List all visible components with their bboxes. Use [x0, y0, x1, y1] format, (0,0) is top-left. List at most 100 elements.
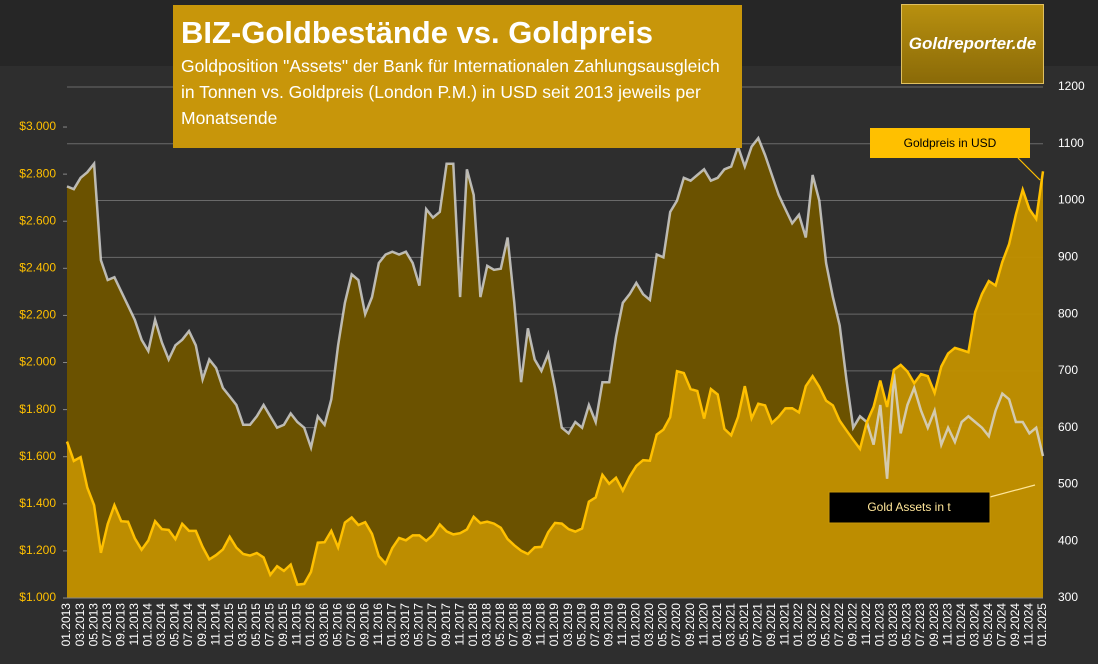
x-tick-label: 01.2022	[791, 603, 805, 647]
x-tick-label: 09.2022	[845, 603, 859, 647]
y2-tick-label: 1200	[1058, 79, 1085, 93]
x-tick-label: 03.2014	[154, 603, 168, 647]
x-tick-label: 01.2014	[140, 603, 154, 647]
x-tick-label: 07.2022	[832, 603, 846, 647]
x-tick-label: 05.2020	[656, 603, 670, 647]
x-tick-label: 09.2014	[195, 603, 209, 647]
x-tick-label: 03.2017	[398, 603, 412, 647]
x-tick-label: 03.2015	[235, 603, 249, 647]
x-tick-label: 11.2016	[371, 603, 385, 646]
x-tick-label: 11.2015	[290, 603, 304, 646]
x-tick-label: 01.2018	[466, 603, 480, 647]
x-tick-label: 01.2024	[954, 603, 968, 647]
y2-tick-label: 1000	[1058, 193, 1085, 207]
x-tick-label: 07.2024	[994, 603, 1008, 647]
x-tick-label: 09.2015	[276, 603, 290, 647]
y-tick-label: $2.000	[19, 355, 56, 369]
x-tick-label: 03.2024	[967, 603, 981, 647]
x-tick-label: 11.2022	[859, 603, 873, 646]
logo: Goldreporter.de	[901, 4, 1044, 84]
x-tick-label: 05.2018	[493, 603, 507, 647]
x-tick-label: 03.2021	[723, 603, 737, 647]
x-tick-label: 07.2014	[181, 603, 195, 647]
y-tick-label: $2.800	[19, 166, 56, 180]
x-tick-label: 03.2018	[479, 603, 493, 647]
x-tick-label: 11.2020	[696, 603, 710, 646]
y2-tick-label: 800	[1058, 306, 1078, 320]
x-tick-label: 09.2016	[357, 603, 371, 647]
x-tick-label: 11.2014	[208, 603, 222, 646]
x-tick-label: 01.2016	[303, 603, 317, 647]
annotation-box	[870, 128, 1030, 158]
x-tick-label: 09.2013	[113, 603, 127, 647]
y-tick-label: $1.600	[19, 449, 56, 463]
x-tick-label: 11.2023	[940, 603, 954, 646]
x-tick-label: 05.2024	[981, 603, 995, 647]
title-box: BIZ-Goldbestände vs. Goldpreis Goldposit…	[173, 5, 742, 148]
x-tick-label: 05.2014	[168, 603, 182, 647]
y-tick-label: $1.000	[19, 590, 56, 604]
x-tick-label: 05.2017	[412, 603, 426, 647]
y-tick-label: $1.400	[19, 496, 56, 510]
x-tick-label: 01.2021	[710, 603, 724, 647]
y2-tick-label: 700	[1058, 363, 1078, 377]
x-tick-label: 01.2017	[384, 603, 398, 647]
annotation: Goldpreis in USD	[904, 136, 997, 150]
x-tick-label: 03.2022	[805, 603, 819, 647]
x-tick-label: 09.2021	[764, 603, 778, 647]
x-tick-label: 05.2019	[574, 603, 588, 647]
x-tick-label: 05.2013	[86, 603, 100, 647]
x-tick-label: 09.2020	[683, 603, 697, 647]
x-tick-label: 03.2016	[317, 603, 331, 647]
x-tick-label: 01.2015	[222, 603, 236, 647]
x-tick-label: 07.2023	[913, 603, 927, 647]
x-tick-label: 07.2015	[262, 603, 276, 647]
chart-title: BIZ-Goldbestände vs. Goldpreis	[181, 15, 653, 50]
x-tick-label: 07.2017	[425, 603, 439, 647]
x-tick-label: 05.2015	[249, 603, 263, 647]
x-tick-label: 11.2017	[452, 603, 466, 646]
annotation: Gold Assets in t	[867, 500, 951, 514]
y2-tick-label: 400	[1058, 533, 1078, 547]
leader-line	[989, 484, 1036, 498]
x-tick-label: 07.2019	[588, 603, 602, 647]
x-tick-label: 07.2013	[100, 603, 114, 647]
x-tick-label: 09.2017	[439, 603, 453, 647]
x-tick-label: 11.2013	[127, 603, 141, 646]
y2-tick-label: 300	[1058, 590, 1078, 604]
x-tick-label: 09.2023	[927, 603, 941, 647]
y2-tick-label: 600	[1058, 420, 1078, 434]
x-tick-label: 03.2023	[886, 603, 900, 647]
x-tick-label: 03.2013	[73, 603, 87, 647]
y-tick-label: $1.200	[19, 543, 56, 557]
x-tick-label: 11.2019	[615, 603, 629, 646]
x-tick-label: 01.2013	[59, 603, 73, 647]
x-tick-label: 01.2025	[1035, 603, 1049, 647]
x-tick-label: 03.2020	[642, 603, 656, 647]
x-tick-label: 05.2023	[900, 603, 914, 647]
x-tick-label: 07.2021	[750, 603, 764, 647]
y2-tick-label: 1100	[1058, 136, 1084, 150]
leader-line	[1017, 157, 1041, 181]
chart-subtitle: Goldposition "Assets" der Bank für Inter…	[181, 56, 720, 128]
y-tick-label: $2.400	[19, 260, 56, 274]
x-tick-label: 01.2020	[628, 603, 642, 647]
x-tick-label: 09.2018	[520, 603, 534, 647]
x-tick-label: 05.2016	[330, 603, 344, 647]
y-tick-label: $2.200	[19, 308, 56, 322]
y-tick-label: $2.600	[19, 213, 56, 227]
y2-tick-label: 900	[1058, 250, 1078, 264]
x-tick-label: 05.2022	[818, 603, 832, 647]
x-tick-label: 01.2019	[547, 603, 561, 647]
y-tick-label: $3.000	[19, 119, 56, 133]
y2-tick-label: 500	[1058, 477, 1078, 491]
line	[66, 135, 1045, 479]
x-tick-label: 07.2018	[506, 603, 520, 647]
x-tick-label: 05.2021	[737, 603, 751, 647]
x-tick-label: 07.2020	[669, 603, 683, 647]
annotation-box	[828, 491, 991, 524]
area	[67, 171, 1043, 599]
y-tick-label: $1.800	[19, 402, 56, 416]
